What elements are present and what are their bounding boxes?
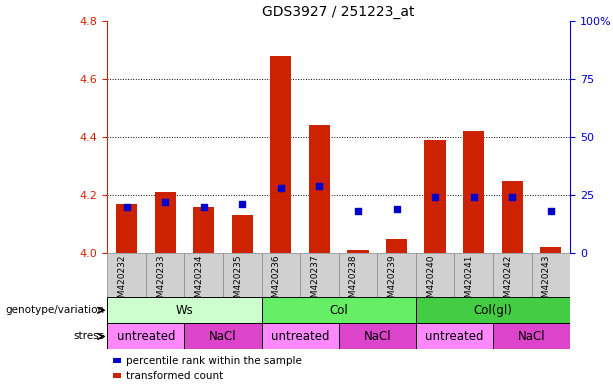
Bar: [107, 297, 262, 323]
Bar: [232, 215, 253, 253]
Text: GSM420236: GSM420236: [272, 254, 281, 309]
Text: Col: Col: [329, 304, 348, 317]
Text: untreated: untreated: [116, 330, 175, 343]
Bar: [501, 180, 523, 253]
Text: GSM420233: GSM420233: [156, 254, 165, 309]
Bar: [416, 323, 493, 349]
Title: GDS3927 / 251223_at: GDS3927 / 251223_at: [262, 5, 415, 19]
Bar: [377, 253, 416, 297]
Bar: [463, 131, 484, 253]
Text: GSM420235: GSM420235: [234, 254, 242, 309]
Bar: [185, 323, 262, 349]
Point: [469, 194, 479, 200]
Bar: [193, 207, 215, 253]
Bar: [386, 238, 407, 253]
Bar: [107, 253, 146, 297]
Point: [546, 208, 556, 214]
Text: GSM420239: GSM420239: [387, 254, 397, 309]
Bar: [270, 56, 291, 253]
Point: [276, 185, 286, 191]
Text: percentile rank within the sample: percentile rank within the sample: [126, 356, 302, 366]
Bar: [540, 247, 562, 253]
Text: GSM420232: GSM420232: [118, 254, 126, 309]
Bar: [348, 250, 368, 253]
Bar: [185, 253, 223, 297]
Text: untreated: untreated: [271, 330, 329, 343]
Point: [199, 204, 208, 210]
Text: GSM420243: GSM420243: [542, 254, 551, 309]
Point: [353, 208, 363, 214]
Point: [314, 183, 324, 189]
Text: GSM420240: GSM420240: [426, 254, 435, 309]
Bar: [262, 297, 416, 323]
Text: GSM420242: GSM420242: [503, 254, 512, 309]
Point: [508, 194, 517, 200]
Bar: [416, 297, 570, 323]
Text: NaCl: NaCl: [209, 330, 237, 343]
Text: stress: stress: [73, 331, 104, 341]
Point: [160, 199, 170, 205]
Bar: [531, 253, 570, 297]
Bar: [262, 323, 338, 349]
Bar: [107, 323, 185, 349]
Bar: [454, 253, 493, 297]
Bar: [223, 253, 262, 297]
Bar: [309, 126, 330, 253]
Text: Ws: Ws: [175, 304, 193, 317]
Bar: [338, 323, 416, 349]
Text: untreated: untreated: [425, 330, 484, 343]
Text: genotype/variation: genotype/variation: [5, 305, 104, 315]
Point: [121, 204, 131, 210]
Text: GSM420238: GSM420238: [349, 254, 358, 309]
Text: GSM420237: GSM420237: [310, 254, 319, 309]
Text: GSM420241: GSM420241: [465, 254, 474, 309]
Bar: [493, 253, 531, 297]
Bar: [116, 204, 137, 253]
Point: [430, 194, 440, 200]
Point: [392, 206, 402, 212]
Text: GSM420234: GSM420234: [195, 254, 204, 309]
Text: transformed count: transformed count: [126, 371, 224, 381]
Bar: [262, 253, 300, 297]
Bar: [493, 323, 570, 349]
Text: NaCl: NaCl: [364, 330, 391, 343]
Bar: [338, 253, 377, 297]
Bar: [146, 253, 185, 297]
Bar: [154, 192, 176, 253]
Text: NaCl: NaCl: [518, 330, 546, 343]
Point: [237, 201, 247, 207]
Bar: [416, 253, 454, 297]
Bar: [300, 253, 338, 297]
Bar: [424, 140, 446, 253]
Text: Col(gl): Col(gl): [473, 304, 512, 317]
